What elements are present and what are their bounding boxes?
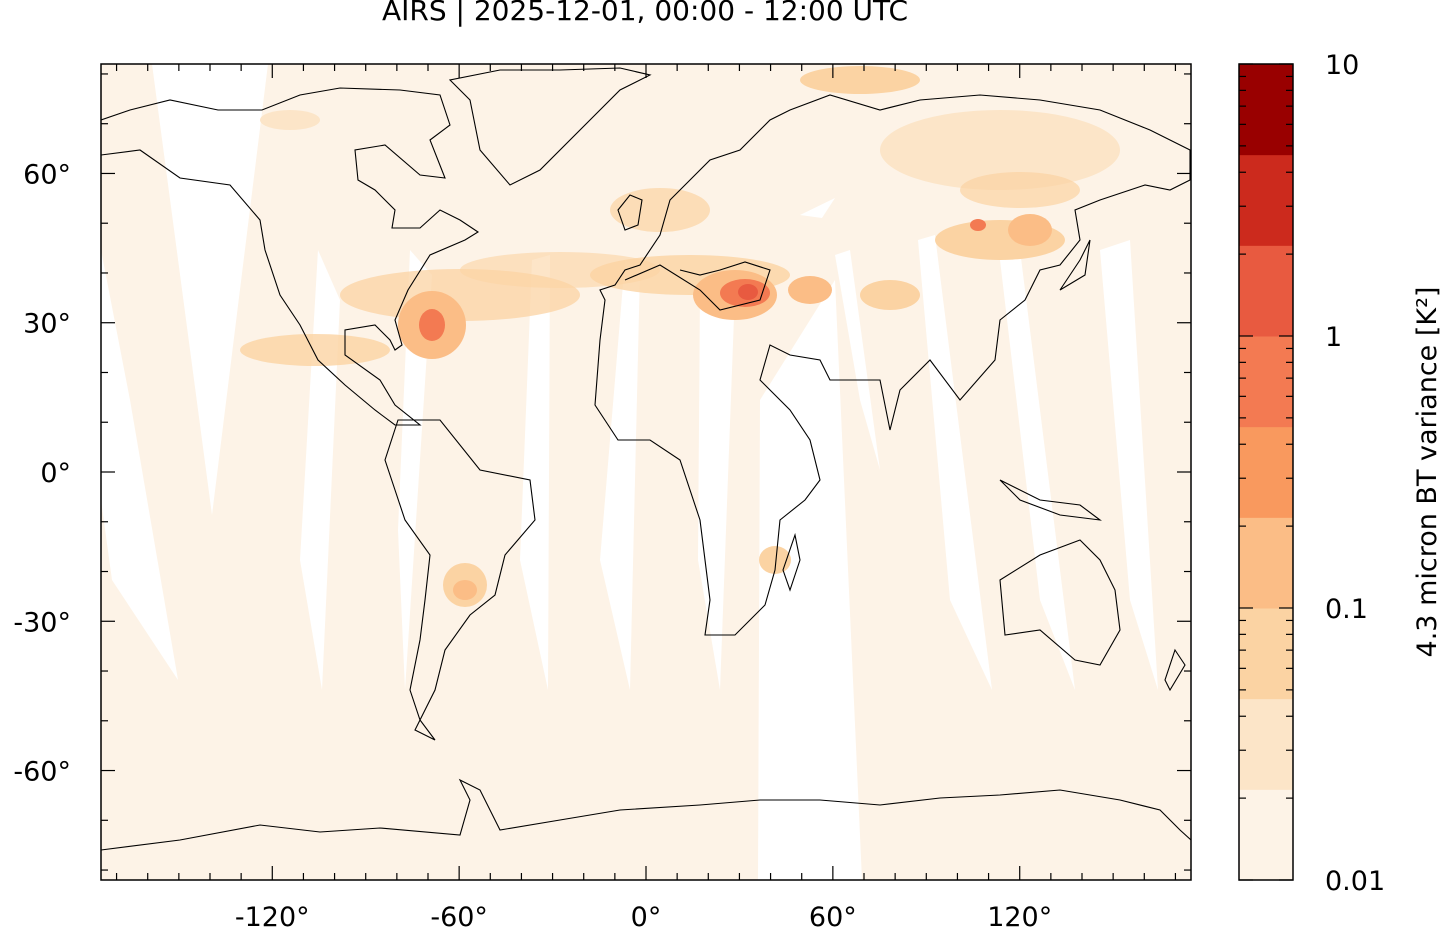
orbit-gap <box>101 250 178 680</box>
map-tick-labels: -120° -60° 0° 60° 120° 60° 30° 0° -30° -60° <box>13 159 1052 930</box>
orbit-gap <box>1000 250 1075 690</box>
coastline-greenland <box>448 67 652 186</box>
colorbar-band <box>1239 426 1293 518</box>
orbit-gaps <box>101 64 1158 880</box>
colorbar-band <box>1239 608 1293 700</box>
colorbar-band <box>1239 789 1293 881</box>
y-tick-label: -30° <box>13 607 71 638</box>
orbit-gap <box>835 250 880 470</box>
variance-patch <box>800 66 920 94</box>
colorbar-tick-label: 1 <box>1325 322 1342 353</box>
x-tick-label: -60° <box>430 902 488 930</box>
colorbar-tick-labels: 10 1 0.1 0.01 <box>1325 50 1385 897</box>
colorbar-band <box>1239 698 1293 790</box>
variance-patch <box>419 309 445 341</box>
coastline-mediterranean <box>624 261 771 311</box>
variance-patch <box>759 546 791 574</box>
coastline-eurasia-africa <box>594 94 1191 636</box>
orbit-gap <box>600 260 640 690</box>
orbit-gap <box>800 198 835 218</box>
colorbar-band <box>1239 64 1293 156</box>
coastline-south-america <box>384 419 536 741</box>
x-tick-label: 120° <box>987 902 1052 930</box>
x-tick-label: -120° <box>235 902 310 930</box>
colorbar-bands <box>1239 64 1293 881</box>
variance-patch <box>880 110 1120 190</box>
y-tick-label: 0° <box>40 458 71 489</box>
orbit-gap <box>758 280 862 880</box>
orbit-gap <box>918 235 992 690</box>
variance-patch <box>860 280 920 310</box>
colorbar-tick-label: 0.01 <box>1325 866 1385 897</box>
orbit-gap <box>152 64 268 515</box>
x-tick-label: 60° <box>809 902 857 930</box>
colorbar-band <box>1239 154 1293 246</box>
coastline-madagascar <box>782 532 801 592</box>
colorbar-band <box>1239 245 1293 337</box>
y-tick-label: 30° <box>23 309 71 340</box>
coastline-australia <box>999 539 1121 666</box>
coastlines <box>101 67 1191 851</box>
orbit-gap <box>398 250 432 690</box>
x-tick-label: 0° <box>631 902 662 930</box>
map-panel <box>101 64 1191 880</box>
coastline-antarctica <box>101 778 1191 851</box>
orbit-gap <box>520 255 550 690</box>
variance-patch <box>788 276 832 304</box>
colorbar-label: 4.3 micron BT variance [K²] <box>1412 287 1442 658</box>
orbit-gap <box>1100 240 1158 690</box>
colorbar-tick-label: 0.1 <box>1325 594 1368 625</box>
variance-patch <box>610 188 710 232</box>
coastline-japan <box>1059 239 1091 291</box>
colorbar-ticks <box>1239 63 1293 881</box>
map-ticks <box>101 64 1191 880</box>
variance-patch <box>1008 214 1052 246</box>
variance-patch <box>453 580 477 600</box>
orbit-gap <box>698 290 735 690</box>
colorbar: 10 1 0.1 0.01 4.3 micron BT variance [K²] <box>1238 50 1442 897</box>
map-title: AIRS | 2025-12-01, 00:00 - 12:00 UTC <box>381 0 909 27</box>
variance-patch <box>240 334 390 366</box>
variance-patch <box>960 172 1080 208</box>
variance-patch <box>970 219 986 231</box>
colorbar-tick-label: 10 <box>1325 50 1359 81</box>
colorbar-band <box>1239 336 1293 428</box>
variance-patch <box>260 110 320 130</box>
coastline-uk <box>617 194 643 231</box>
coastline-new-zealand <box>1164 648 1186 692</box>
y-tick-label: -60° <box>13 757 71 788</box>
coastline-north-america <box>101 87 480 426</box>
colorbar-band <box>1239 517 1293 609</box>
colorbar-frame <box>1238 63 1294 881</box>
y-tick-label: 60° <box>23 159 71 190</box>
variance-patch <box>738 284 758 300</box>
coastline-indonesia <box>999 479 1102 521</box>
